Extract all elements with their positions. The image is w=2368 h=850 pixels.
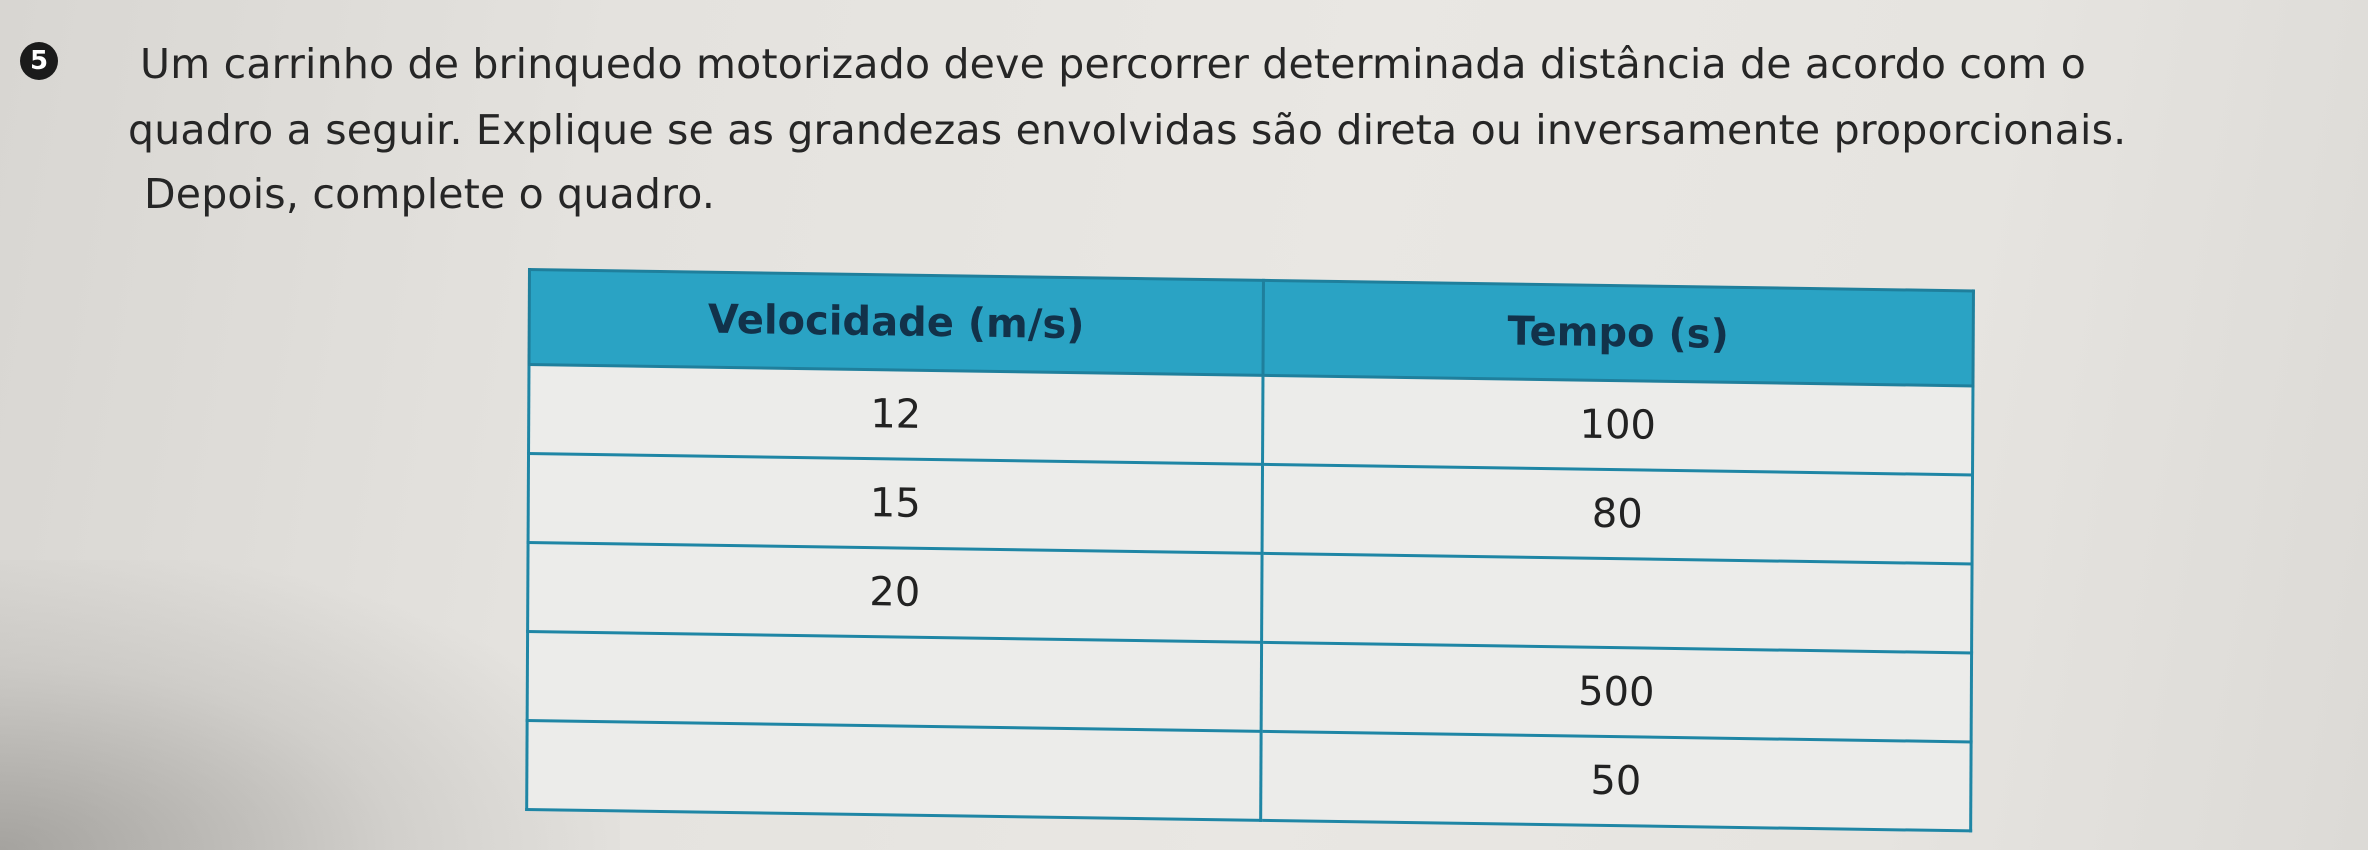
cell-tempo: 500 [1261,642,1972,742]
question-text-line-2: quadro a seguir. Explique se as grandeza… [128,106,2127,154]
cell-velocidade: 15 [528,453,1263,554]
cell-tempo: 80 [1262,464,1973,564]
cell-tempo-blank [1261,553,1973,653]
header-velocidade: Velocidade (m/s) [528,269,1264,376]
cell-velocidade: 12 [528,364,1263,465]
cell-velocidade-blank [526,720,1262,821]
question-text-line-1: Um carrinho de brinquedo motorizado deve… [140,40,2087,88]
cell-tempo: 50 [1260,731,1972,831]
speed-time-table-container: Velocidade (m/s) Tempo (s) 12 100 15 80 … [525,268,1975,833]
cell-tempo: 100 [1262,375,1973,475]
question-text-line-3: Depois, complete o quadro. [144,170,716,218]
speed-time-table: Velocidade (m/s) Tempo (s) 12 100 15 80 … [525,268,1975,833]
cell-velocidade: 20 [527,542,1263,643]
cell-velocidade-blank [527,631,1262,732]
header-tempo: Tempo (s) [1262,280,1974,386]
question-number-badge: 5 [20,42,58,80]
